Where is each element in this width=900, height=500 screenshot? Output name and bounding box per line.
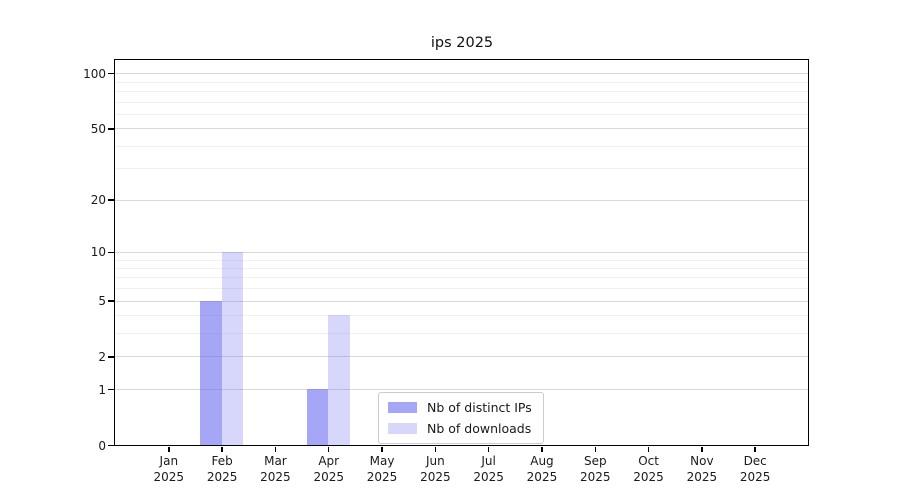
y-tick-mark — [108, 300, 114, 302]
x-tick-year: 2025 — [739, 470, 771, 484]
x-tick-mark — [434, 447, 437, 452]
x-tick-mark — [487, 447, 490, 452]
y-tick-mark — [108, 199, 114, 201]
minor-gridline — [115, 333, 808, 335]
x-tick-year: 2025 — [420, 470, 451, 484]
y-tick-label: 10 — [90, 245, 106, 260]
major-gridline — [115, 73, 808, 75]
x-tick-mark — [327, 447, 330, 452]
x-tick-label-sep: Sep 2025 — [567, 453, 623, 485]
x-tick-mark — [168, 447, 170, 452]
minor-gridline — [115, 90, 808, 92]
y-tick-mark — [108, 356, 114, 358]
major-gridline — [115, 251, 808, 253]
x-tick-month: Sep — [583, 454, 607, 468]
minor-gridline — [115, 168, 808, 170]
y-tick-label: 100 — [83, 66, 106, 81]
major-gridline — [115, 356, 808, 358]
legend-label-distinct-ips: Nb of distinct IPs — [427, 400, 532, 415]
x-tick-year: 2025 — [153, 470, 185, 484]
x-tick-year: 2025 — [313, 470, 344, 484]
minor-gridline — [115, 145, 808, 147]
bar-nb-of-distinct-ips-feb — [200, 300, 222, 445]
bar-nb-of-downloads-feb — [221, 251, 243, 445]
x-tick-mark — [541, 447, 543, 452]
minor-gridline — [115, 315, 808, 317]
legend-item-downloads: Nb of downloads — [388, 421, 532, 436]
x-tick-label-jul: Jul 2025 — [461, 453, 517, 485]
plot-area — [114, 59, 809, 446]
x-tick-label-mar: Mar 2025 — [247, 453, 303, 485]
x-tick-label-may: May 2025 — [354, 453, 410, 485]
x-tick-month: Nov — [690, 454, 714, 468]
y-tick-mark — [108, 444, 114, 447]
chart-title: ips 2025 — [430, 35, 494, 51]
minor-gridline — [115, 113, 808, 115]
minor-gridline — [115, 259, 808, 261]
x-tick-year: 2025 — [260, 470, 291, 484]
y-tick-mark — [108, 72, 114, 75]
major-gridline — [115, 199, 808, 201]
x-tick-mark — [647, 447, 650, 452]
y-tick-label: 0 — [98, 438, 106, 453]
x-tick-label-jun: Jun 2025 — [407, 453, 463, 485]
legend-item-distinct-ips: Nb of distinct IPs — [388, 400, 532, 415]
major-gridline — [115, 389, 808, 391]
x-tick-mark — [274, 447, 277, 452]
minor-gridline — [115, 277, 808, 279]
x-tick-month: Oct — [638, 454, 659, 468]
y-tick-label: 20 — [90, 193, 106, 208]
x-tick-month: Apr — [318, 454, 340, 468]
x-tick-month: Jan — [159, 454, 179, 468]
y-tick-label: 50 — [90, 121, 106, 136]
y-tick-label: 2 — [98, 349, 106, 364]
minor-gridline — [115, 101, 808, 103]
x-tick-year: 2025 — [579, 470, 611, 484]
x-tick-year: 2025 — [366, 470, 398, 484]
x-tick-month: Aug — [530, 454, 554, 468]
legend: Nb of distinct IPs Nb of downloads — [378, 392, 544, 444]
x-tick-month: Feb — [211, 454, 233, 468]
y-tick-label: 5 — [98, 294, 106, 309]
major-gridline — [115, 128, 808, 130]
bar-nb-of-downloads-apr — [328, 315, 350, 445]
legend-label-downloads: Nb of downloads — [427, 421, 532, 436]
legend-swatch-distinct-ips — [388, 402, 417, 413]
x-tick-label-aug: Aug 2025 — [514, 453, 570, 485]
bar-nb-of-distinct-ips-apr — [306, 389, 329, 445]
x-tick-year: 2025 — [526, 470, 558, 484]
y-tick-label: 1 — [98, 382, 106, 397]
x-tick-year: 2025 — [686, 470, 718, 484]
legend-swatch-downloads — [388, 423, 417, 434]
minor-gridline — [115, 267, 808, 269]
x-tick-year: 2025 — [633, 470, 664, 484]
x-tick-label-jan: Jan 2025 — [141, 453, 197, 485]
x-tick-month: Dec — [743, 454, 767, 468]
x-tick-label-apr: Apr 2025 — [301, 453, 357, 485]
x-tick-mark — [754, 447, 756, 452]
y-tick-mark — [108, 128, 114, 130]
x-tick-year: 2025 — [473, 470, 504, 484]
x-tick-label-dec: Dec 2025 — [727, 453, 783, 485]
x-tick-label-nov: Nov 2025 — [674, 453, 730, 485]
x-tick-label-feb: Feb 2025 — [194, 453, 250, 485]
x-tick-month: May — [369, 454, 395, 468]
x-tick-mark — [594, 447, 597, 452]
major-gridline — [115, 300, 808, 302]
x-tick-month: Jun — [425, 454, 445, 468]
x-tick-mark — [221, 447, 223, 452]
x-tick-mark — [701, 447, 703, 452]
x-tick-mark — [381, 447, 383, 452]
x-tick-month: Mar — [264, 454, 287, 468]
minor-gridline — [115, 288, 808, 290]
y-tick-mark — [108, 251, 114, 254]
x-tick-label-oct: Oct 2025 — [621, 453, 677, 485]
y-tick-mark — [108, 388, 114, 391]
minor-gridline — [115, 81, 808, 83]
x-tick-month: Jul — [481, 454, 496, 468]
x-tick-year: 2025 — [206, 470, 238, 484]
